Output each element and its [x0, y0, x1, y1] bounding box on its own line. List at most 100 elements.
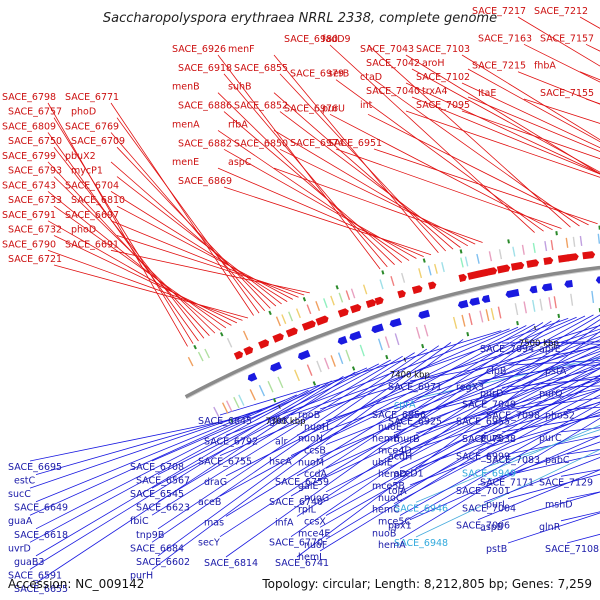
label-connector [223, 111, 403, 263]
reverse-gene-label: purQ [539, 388, 562, 399]
forward-gene [350, 304, 362, 314]
tick-label: 7300 kbp [266, 417, 306, 427]
forward-gene [243, 346, 254, 356]
forward-gene-label: suhB [228, 82, 252, 93]
reverse-cog-stripe [468, 313, 473, 326]
reverse-gene-label: nuoH [304, 422, 329, 433]
reverse-cog-stripe [548, 297, 552, 310]
label-connector [110, 191, 288, 302]
label-connector [461, 82, 600, 149]
forward-gene-label: menE [172, 157, 199, 168]
label-connector [461, 54, 600, 141]
label-connector [53, 176, 216, 334]
forward-cog-stripe [197, 351, 204, 362]
reverse-cog-stripe [553, 296, 557, 309]
label-connector [273, 167, 483, 243]
reverse-cog-stripe [514, 303, 519, 316]
genome-summary: Topology: circular; Length: 8,212,805 bp… [261, 577, 592, 591]
label-connector [116, 117, 260, 314]
label-connector [296, 314, 594, 477]
outer-marker [302, 297, 307, 302]
forward-cog-stripe [434, 263, 438, 274]
reverse-gene-label: guaB3 [14, 557, 44, 568]
reverse-cog-stripe [306, 364, 313, 376]
reverse-gene [469, 297, 480, 306]
reverse-cog-stripe [345, 349, 351, 362]
label-connector [325, 353, 600, 493]
forward-gene-label: SACE_7043 [360, 44, 414, 55]
label-connector [53, 235, 238, 324]
reverse-gene-label: SACE_6649 [14, 503, 68, 514]
forward-cog-stripe [476, 253, 480, 264]
label-connector [507, 359, 600, 366]
forward-cog-stripe [512, 246, 516, 257]
reverse-gene-label: fbiC [130, 516, 149, 527]
reverse-gene-label: phoS2 [545, 411, 575, 422]
reverse-gene-label: SACE_6814 [204, 558, 258, 569]
reverse-gene-label: SACE_7171 [480, 477, 534, 488]
label-connector [399, 417, 600, 540]
label-connector [217, 130, 410, 261]
backbone-highlight [186, 269, 600, 400]
forward-cog-stripe [306, 304, 312, 315]
reverse-gene-label: SACE_7094 [480, 344, 534, 355]
label-connector [579, 16, 600, 29]
label-connector [219, 326, 519, 456]
label-connector [53, 146, 205, 339]
forward-gene-label: SACE_6798 [2, 92, 56, 103]
reverse-gene-label: SACE_6602 [136, 557, 190, 568]
label-connector [157, 348, 428, 530]
inner-marker [351, 366, 356, 371]
forward-cog-stripe [498, 249, 503, 260]
forward-gene-label: SACE_7095 [416, 100, 470, 111]
forward-gene-label: SACE_7157 [540, 33, 594, 44]
reverse-gene [389, 318, 402, 328]
reverse-gene-label: SACE_7001 [456, 486, 510, 497]
forward-gene-label: SACE_7155 [540, 88, 594, 99]
label-connector [290, 324, 600, 538]
reverse-gene-label: ppx1 [388, 521, 412, 532]
label-connector [517, 71, 600, 105]
reverse-gene-label: hemL [298, 552, 325, 563]
label-connector [393, 368, 600, 457]
label-connector [219, 323, 535, 497]
reverse-cog-stripe [570, 293, 574, 306]
reverse-gene-label: purC [539, 433, 562, 444]
reverse-cog-stripe [294, 369, 300, 382]
reverse-gene-label: pabC [545, 455, 570, 466]
label-connector [110, 220, 299, 298]
reverse-cog-stripe [233, 396, 240, 409]
forward-gene-label: SACE_7040 [366, 86, 420, 97]
reverse-gene-label: SACE_6740 [269, 497, 323, 508]
reverse-gene-label: aspB [480, 522, 503, 533]
label-connector [151, 345, 440, 543]
reverse-gene [298, 349, 311, 360]
forward-gene-label: phoD [71, 225, 96, 236]
reverse-gene-label: pstB [486, 544, 507, 555]
reverse-gene-label: estC [14, 476, 36, 487]
label-connector [319, 339, 600, 457]
forward-gene-label: SACE_7163 [478, 33, 532, 44]
label-connector [47, 191, 221, 331]
reverse-cog-stripe [485, 309, 490, 322]
reverse-gene-label: mshD [545, 500, 573, 511]
reverse-gene-label: infA [275, 517, 294, 528]
reverse-gene-label: regX3 [456, 382, 484, 393]
reverse-gene-label: SACE_6655 [14, 584, 68, 595]
reverse-cog-stripe [539, 298, 543, 311]
reverse-gene-label: SACE_7108 [545, 544, 599, 555]
label-connector [405, 54, 600, 175]
reverse-gene-label: hemA [378, 540, 406, 551]
reverse-gene-label: SACE_6618 [14, 530, 68, 541]
forward-gene-label: SACE_6951 [328, 138, 382, 149]
reverse-cog-stripe [423, 324, 429, 337]
forward-gene-label: menB [172, 82, 200, 93]
forward-cog-stripe [464, 256, 469, 267]
inner-marker [557, 313, 561, 318]
tick-mark [534, 325, 536, 331]
outer-marker [381, 270, 385, 275]
forward-gene-label: SACE_6733 [8, 195, 62, 206]
tick-label: 7500 kbp [519, 339, 559, 349]
forward-gene-label: purU [322, 103, 345, 114]
